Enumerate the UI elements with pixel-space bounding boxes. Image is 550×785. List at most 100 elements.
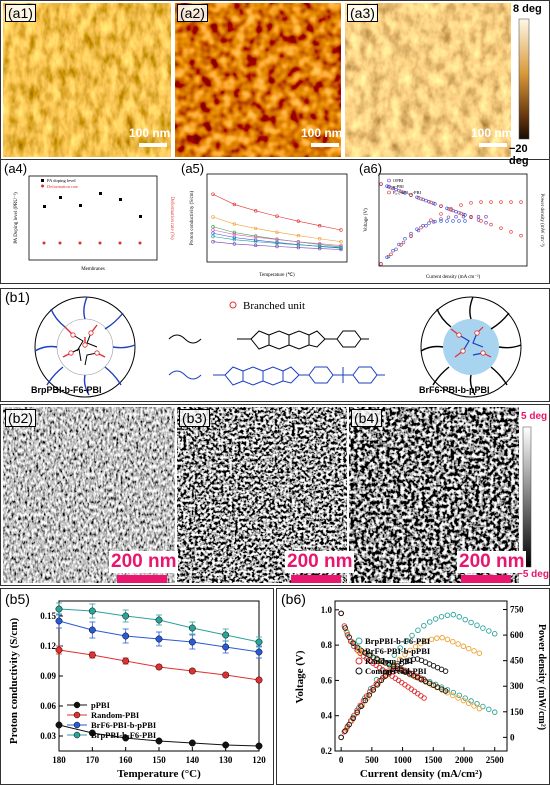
scale-text-a3: 100 nm [471,126,513,140]
b6-xtick-label: 2000 [455,755,474,765]
b6-power-point [354,707,360,714]
b5-point [155,635,163,643]
b6-voltage-point [375,657,382,663]
b6-power-point [370,684,376,691]
a6-voltage-point [499,226,503,230]
b5-point [55,646,63,654]
a6-voltage-point [445,206,449,211]
a6-power-point [439,219,443,223]
b6-legend-label: Commercial-PBI [365,666,427,676]
colorbar-bottom-max: 5 deg [521,411,548,422]
b5-point [155,663,163,671]
b6-ytick-label: 0.4 [321,711,333,721]
a5-point [232,202,237,207]
a5-xlabel: Temperature (℃) [259,272,295,278]
b6-power-point [418,640,424,647]
label-a1: (a1) [5,4,36,22]
scale-bar-a3 [479,143,507,147]
scale-text-b2: 200 nm [109,551,179,573]
a6-voltage-point [391,186,395,191]
b6-power-point [468,619,474,626]
b6-power-point [346,721,352,728]
b6-power-point [402,651,408,658]
colorbar-top-max: 8 deg [513,3,542,15]
a5-point [275,214,279,218]
label-b2: (b2) [5,409,36,427]
b5-xtick-label: 160 [119,755,133,765]
chart-a4: PA doping level Deformation rate Membran… [13,175,174,272]
b6-power-point [370,687,377,693]
b6-power-point [432,616,439,622]
b6-power-point [480,625,486,631]
a6-power-point [439,212,443,216]
b6-power-point [438,613,445,620]
b5-series [55,602,263,750]
b6-voltage-point [442,688,449,694]
chart-a5: Temperature (℃) Proton conductivity (S/c… [190,173,348,278]
b6-power-point [409,632,415,639]
label-b4: (b4) [351,409,382,427]
a6-xlabel: Current density (mA cm⁻²) [426,274,481,280]
b6-legend: BrpPBI-b-F6-PBIBrF6-PBI-b-pPBIRandom-PBI… [355,636,431,676]
b6-panel: (b6) 0 500 1000 1500 2000 2500 0.2 0.4 0.6 0.8 1.0… [276,588,550,785]
a6-power-point [469,201,473,205]
b5-ylabel: Proton conductivity (S/cm) [8,618,20,745]
afm-bottom-images [3,407,532,583]
a6-power-point [399,243,403,247]
b6-power-point [450,611,457,618]
a6-voltage-point [433,202,437,206]
b5-point [88,651,96,659]
b6-voltage-point [421,695,427,701]
a4-legend-1: PA doping level [47,178,76,183]
a6-voltage-point [415,195,419,199]
b5-ytick-label: 0.15 [40,611,56,621]
b6-power-point [354,709,360,715]
a4-frame [28,175,158,261]
b5-panel: (b5) 180 170 160 150 140 130 120 0.03 0.06 0.09 0.… [0,588,274,785]
b5-point [255,648,263,656]
b6-power-point [390,666,397,672]
b6-voltage-point [373,655,380,661]
b6-voltage-point [362,650,368,656]
a6-voltage-point [399,189,403,194]
b5-point [222,631,230,639]
b5-legend-marker [73,731,81,739]
b5-point [122,657,130,665]
a6-power-point [509,200,513,204]
b6-voltage-point [350,640,356,646]
a6-voltage-point [509,230,513,234]
a6-power-point [389,252,393,257]
a6-power-point [419,225,423,230]
a4-xlabel: Membranes [81,267,105,272]
a5-line [212,193,342,231]
b6-voltage-point [465,700,472,707]
b6-power-point [360,697,367,704]
b6-voltage-point [450,692,456,699]
a4-y2label: Deformation rate (%) [169,196,174,239]
a6-power-point [427,221,431,225]
a4-ylabel: PA Doping level (PRU⁻¹) [13,192,19,244]
a6-voltage-point [459,211,463,216]
b5-ticks: 180 170 160 150 140 130 120 0.03 0.06 0.09 0.12 0.1… [40,611,266,765]
b5-point [55,721,63,729]
a6-power-point [489,200,493,204]
a6-power-point [421,223,425,228]
b5-xtick-label: 180 [52,755,66,765]
scale-text-b4: 200 nm [457,551,527,573]
scale-bar-b2 [117,575,167,583]
b6-power-point [395,666,402,673]
b5-point [155,737,163,745]
b6-y2tick-label: 450 [510,656,524,666]
a6-frame [378,173,528,267]
b6-power-point [486,628,492,634]
a4-doping-point [139,215,142,218]
b6-power-point [366,692,373,698]
a4-doping-point [79,204,82,207]
a4-legend-marker-1 [41,179,44,182]
branched-unit-legend: Branched unit [229,300,305,312]
b6-power-point [374,682,381,688]
a6-power-point [397,242,401,247]
b6-power-point [428,636,435,643]
a5-line [212,236,342,248]
b6-power-point [407,647,413,654]
